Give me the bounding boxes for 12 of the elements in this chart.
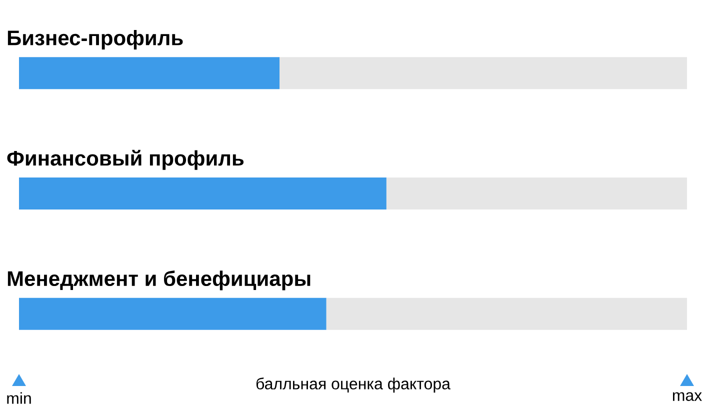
bar	[326, 298, 688, 330]
text: min	[7, 392, 31, 404]
y-tick-label: Менеджмент и бенефициары	[8, 270, 310, 290]
x-axis-title: балльная оценка фактора	[256, 378, 450, 393]
bar	[280, 57, 688, 90]
bar	[386, 178, 688, 210]
text: max	[672, 392, 702, 401]
bar	[19, 57, 280, 90]
y-tick-label: Бизнес-профиль	[8, 30, 183, 50]
y-tick-label: Финансовый профиль	[7, 150, 244, 170]
bar	[19, 178, 386, 210]
bar	[19, 298, 326, 330]
